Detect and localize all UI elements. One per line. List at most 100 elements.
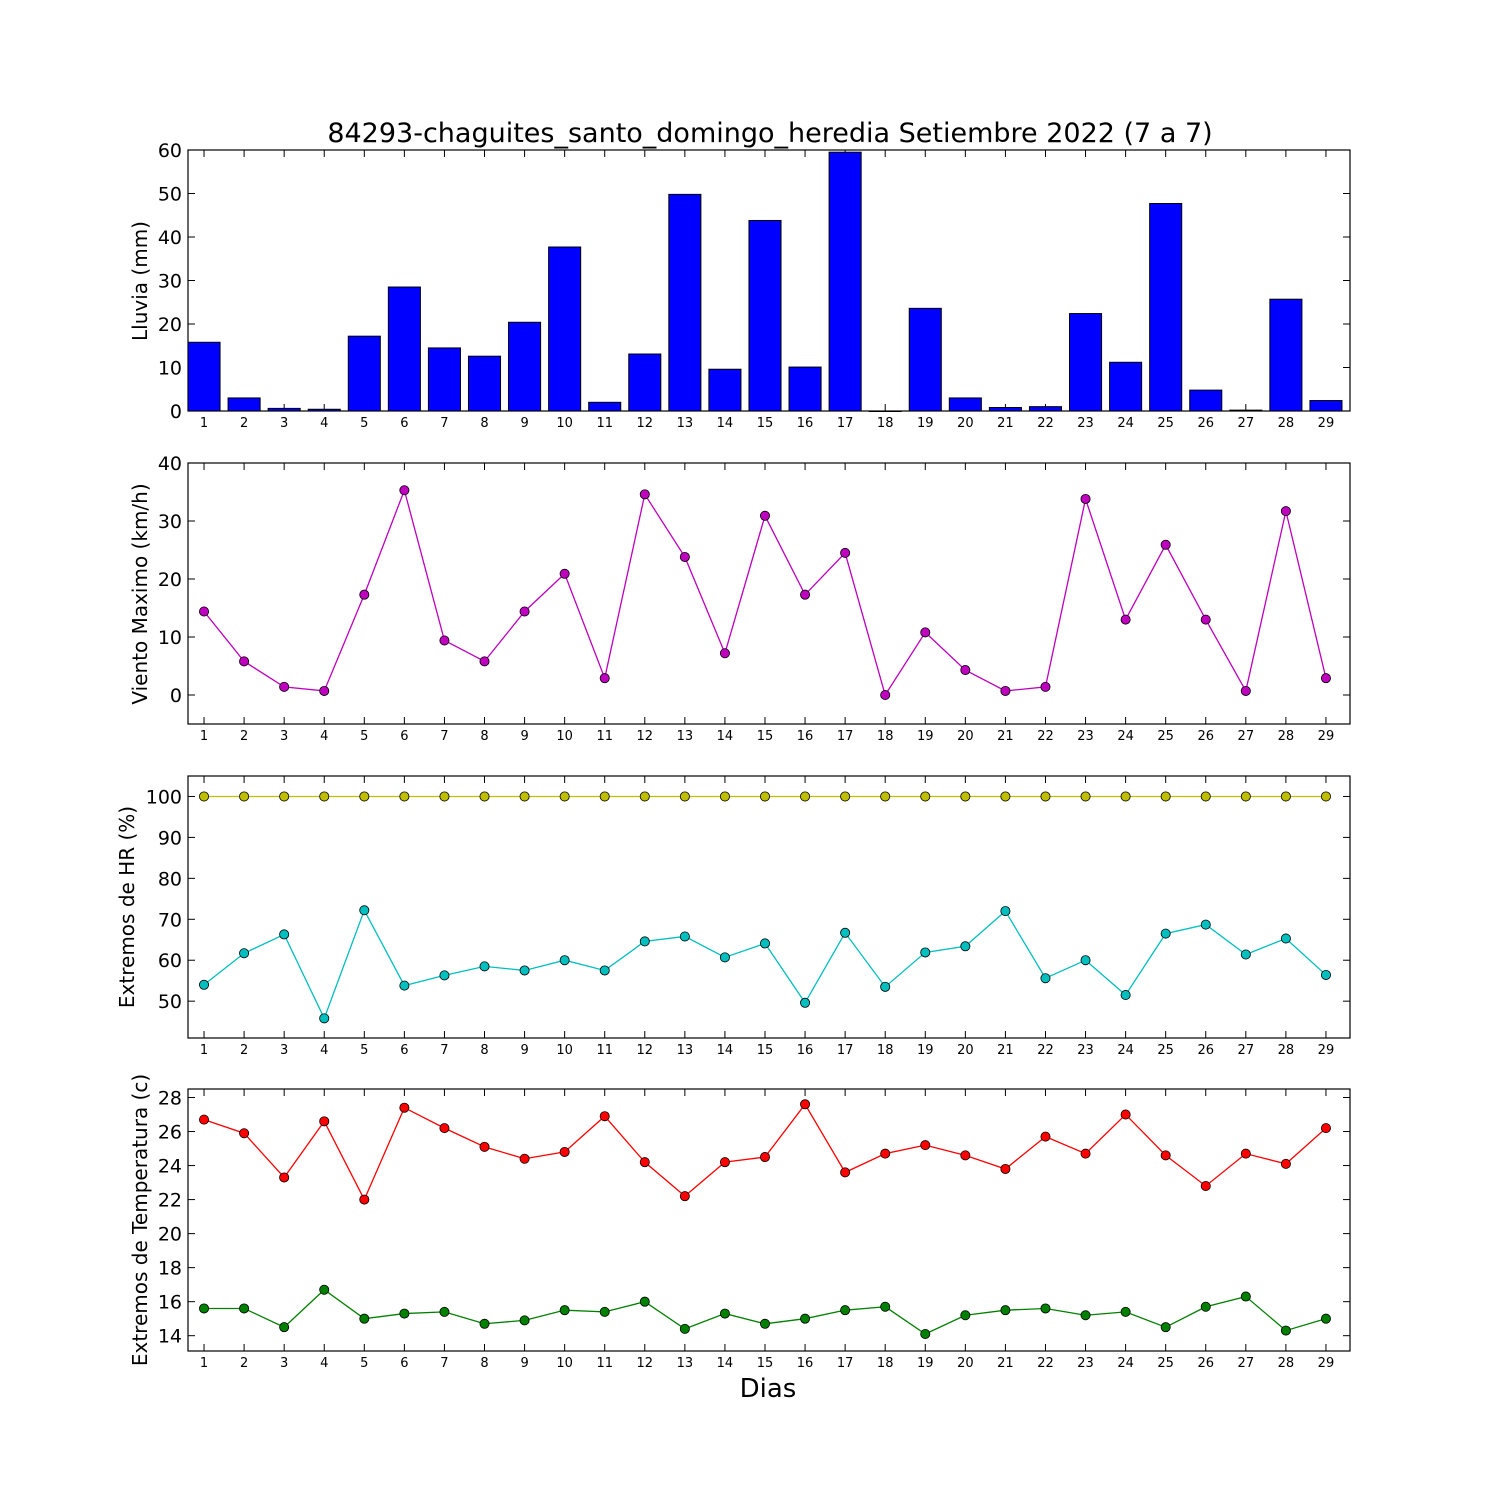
wind-xtick-label: 23: [1077, 729, 1094, 744]
humidity-xtick-label: 4: [320, 1043, 328, 1058]
rainfall-xtick-label: 2: [240, 416, 248, 431]
rain-bar: [427, 347, 461, 412]
wind-xtick-label: 4: [320, 729, 328, 744]
temperature-xtick-label: 5: [360, 1356, 368, 1371]
humidity-xtick-label: 21: [997, 1043, 1014, 1058]
temperature-series-0-point: [1080, 1148, 1091, 1159]
temperature-series-1-point: [1280, 1325, 1291, 1336]
rain-bar: [828, 151, 862, 412]
humidity-series-0-point: [1120, 791, 1131, 802]
humidity-series-1-point: [1000, 906, 1011, 917]
temperature-series-1-point: [359, 1313, 370, 1324]
temperature-ytick-label: 24: [158, 1156, 182, 1178]
humidity-xtick-label: 3: [280, 1043, 288, 1058]
wind-xtick-label: 10: [556, 729, 573, 744]
rainfall-xtick-label: 29: [1318, 416, 1335, 431]
rainfall-xtick-label: 5: [360, 416, 368, 431]
temperature-plot-frame: [187, 1088, 1351, 1352]
temperature-ytick-label: 26: [158, 1122, 182, 1144]
temperature-ytick-label: 20: [158, 1224, 182, 1246]
rain-bar: [868, 410, 902, 412]
rainfall-xtick-label: 21: [997, 416, 1014, 431]
wind-series-0-point: [800, 589, 811, 600]
rain-bar: [347, 335, 381, 412]
humidity-series-1-point: [479, 961, 490, 972]
rainfall-ytick-label: 30: [158, 271, 182, 293]
temperature-ytick-label: 16: [158, 1292, 182, 1314]
rainfall-xtick-label: 18: [877, 416, 894, 431]
temperature-xtick-label: 10: [556, 1356, 573, 1371]
rainfall-xtick-label: 13: [677, 416, 694, 431]
temperature-series-0-point: [679, 1191, 690, 1202]
chart-title: 84293-chaguites_santo_domingo_heredia Se…: [327, 118, 1212, 149]
humidity-xtick-label: 14: [717, 1043, 734, 1058]
rainfall-xtick-label: 7: [440, 416, 448, 431]
temperature-series-1-point: [519, 1315, 530, 1326]
humidity-xtick-label: 7: [440, 1043, 448, 1058]
temperature-series-1-point: [1120, 1306, 1131, 1317]
humidity-series-1-point: [880, 981, 891, 992]
wind-xtick-label: 3: [280, 729, 288, 744]
rainfall-ytick-label: 10: [158, 358, 182, 380]
temperature-series-0-point: [880, 1148, 891, 1159]
rain-bar: [307, 408, 341, 412]
temperature-series-1-point: [719, 1308, 730, 1319]
wind-ytick-label: 30: [158, 511, 182, 533]
temperature-series-1-point: [960, 1310, 971, 1321]
temperature-xtick-label: 2: [240, 1356, 248, 1371]
wind-series-0-point: [479, 656, 490, 667]
rainfall-xtick-label: 8: [480, 416, 488, 431]
temperature-series-1-point: [399, 1308, 410, 1319]
wind-xtick-label: 28: [1278, 729, 1295, 744]
temperature-xtick-label: 17: [837, 1356, 854, 1371]
humidity-xtick-label: 29: [1318, 1043, 1335, 1058]
temperature-series-1-point: [1200, 1301, 1211, 1312]
rainfall-xtick-label: 23: [1077, 416, 1094, 431]
wind-series-0-point: [1200, 614, 1211, 625]
humidity-series-0-point: [1080, 791, 1091, 802]
rainfall-ytick-label: 20: [158, 314, 182, 336]
humidity-xtick-label: 8: [480, 1043, 488, 1058]
humidity-ytick-label: 70: [158, 909, 182, 931]
humidity-series-0-point: [319, 791, 330, 802]
temperature-xtick-label: 8: [480, 1356, 488, 1371]
humidity-series-1-point: [1040, 973, 1051, 984]
rain-bar: [548, 246, 582, 412]
rain-bar: [748, 219, 782, 412]
humidity-series-0-point: [1160, 791, 1171, 802]
wind-series-0-point: [599, 673, 610, 684]
wind-series-0-point: [439, 635, 450, 646]
wind-series-0-point: [359, 589, 370, 600]
rain-bar: [1109, 361, 1143, 412]
rainfall-xtick-label: 10: [556, 416, 573, 431]
temperature-series-1-point: [559, 1305, 570, 1316]
rain-bar: [988, 407, 1022, 412]
humidity-ytick-label: 50: [158, 991, 182, 1013]
wind-xtick-label: 29: [1318, 729, 1335, 744]
temperature-xtick-label: 25: [1157, 1356, 1174, 1371]
temperature-series-1-point: [800, 1313, 811, 1324]
wind-ytick-label: 10: [158, 627, 182, 649]
rainfall-xtick-label: 26: [1197, 416, 1214, 431]
temperature-ytick-label: 28: [158, 1088, 182, 1110]
temperature-xtick-label: 15: [757, 1356, 774, 1371]
temperature-xtick-label: 12: [637, 1356, 654, 1371]
humidity-series-0-point: [239, 791, 250, 802]
rain-bar: [708, 368, 742, 412]
temperature-xtick-label: 11: [596, 1356, 613, 1371]
rain-bar: [1028, 406, 1063, 412]
rainfall-xtick-label: 19: [917, 416, 934, 431]
temperature-xtick-label: 22: [1037, 1356, 1054, 1371]
rain-bar: [788, 366, 822, 412]
temperature-series-1-point: [439, 1306, 450, 1317]
humidity-xtick-label: 23: [1077, 1043, 1094, 1058]
temperature-xtick-label: 3: [280, 1356, 288, 1371]
wind-series-0-point: [639, 489, 650, 500]
wind-series-0-point: [679, 551, 690, 562]
humidity-xtick-label: 17: [837, 1043, 854, 1058]
wind-xtick-label: 16: [797, 729, 814, 744]
temperature-series-0-point: [920, 1140, 931, 1151]
